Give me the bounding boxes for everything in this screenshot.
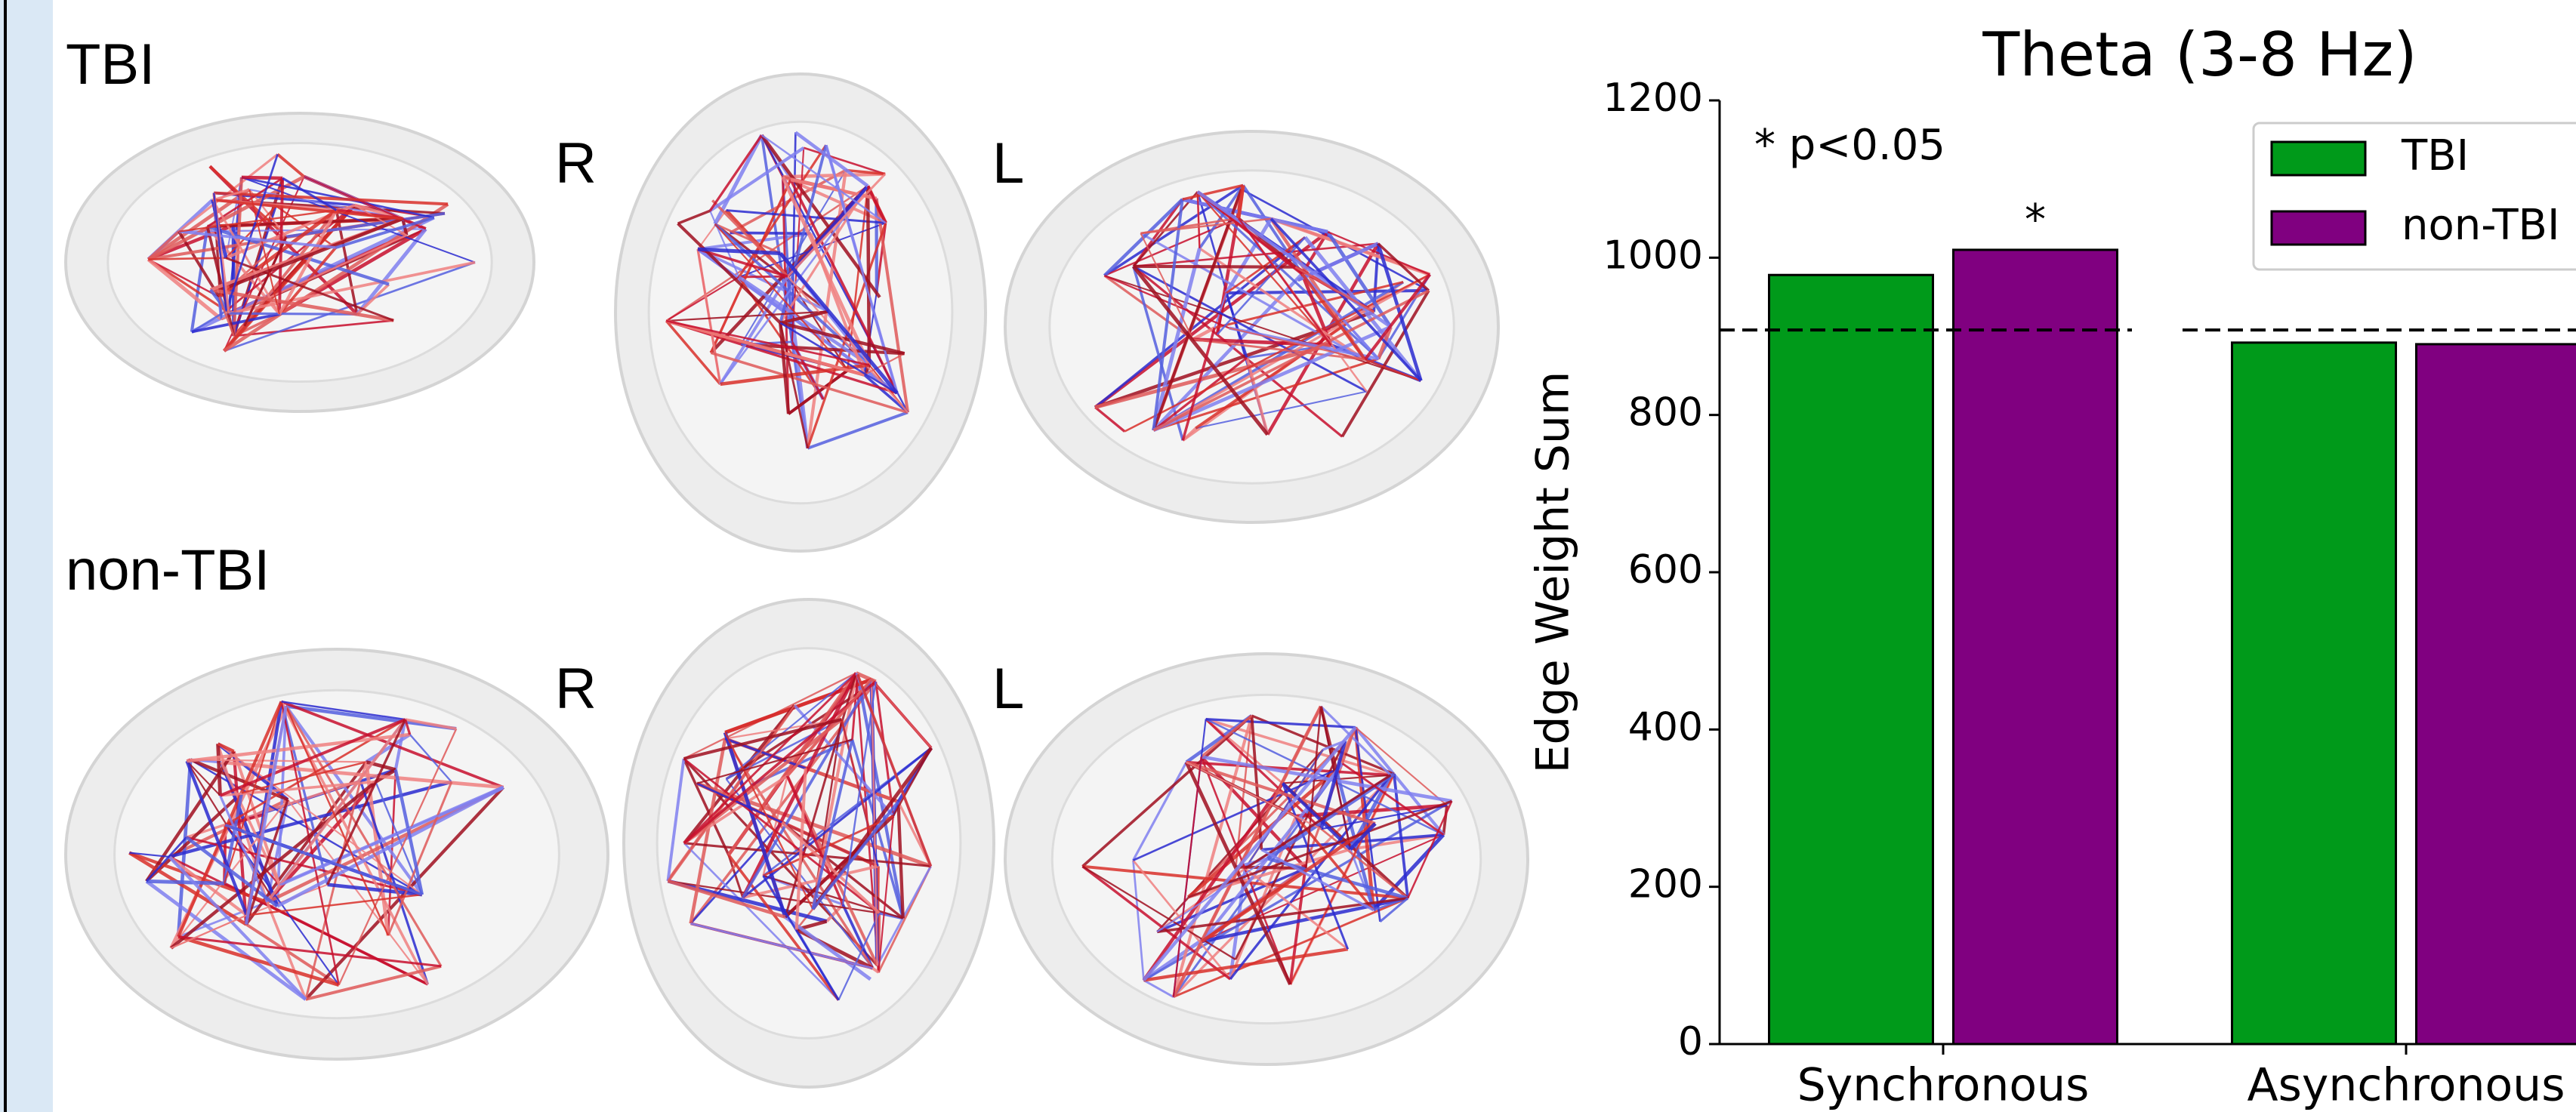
y-tick-label: 600 xyxy=(1628,547,1703,593)
y-tick-label: 400 xyxy=(1628,704,1703,750)
y-axis-label: Edge Weight Sum xyxy=(1527,371,1580,774)
bar xyxy=(2417,344,2576,1044)
note: * p<0.05 xyxy=(1754,121,1945,170)
side-stripe xyxy=(0,0,53,1112)
y-tick-label: 0 xyxy=(1678,1019,1703,1064)
network-edge xyxy=(229,313,357,314)
page: TBI R L non-TBI R L Theta (3-8 Hz) Edge … xyxy=(0,0,2576,1112)
hemisphere-label: R xyxy=(555,657,597,721)
significance-marker: * xyxy=(2025,196,2046,245)
row-label: non-TBI xyxy=(66,538,270,602)
legend-swatch xyxy=(2272,211,2365,245)
y-tick-label: 1000 xyxy=(1603,233,1703,278)
network-edge xyxy=(218,744,221,795)
hemisphere-label: L xyxy=(992,657,1024,721)
legend-swatch xyxy=(2272,142,2365,175)
legend-label: TBI xyxy=(2401,131,2469,180)
x-tick-label: Synchronous xyxy=(1797,1059,2090,1112)
network-edge xyxy=(147,881,224,883)
bar xyxy=(2232,343,2396,1044)
bar xyxy=(1954,250,2118,1044)
bar xyxy=(1769,275,1933,1044)
chart-title: Theta (3-8 Hz) xyxy=(1982,20,2417,90)
brain-panels xyxy=(66,74,1528,1087)
y-tick-label: 800 xyxy=(1628,390,1703,436)
network-edge xyxy=(242,177,282,178)
hemisphere-label: L xyxy=(992,131,1024,196)
x-tick-label: Asynchronous xyxy=(2247,1059,2565,1112)
hemisphere-label: R xyxy=(555,131,597,196)
y-tick-label: 200 xyxy=(1628,862,1703,907)
figure: TBI R L non-TBI R L Theta (3-8 Hz) Edge … xyxy=(0,0,2576,1112)
legend-label: non-TBI xyxy=(2402,201,2559,250)
row-label: TBI xyxy=(66,32,155,97)
y-tick-label: 1200 xyxy=(1603,75,1703,121)
